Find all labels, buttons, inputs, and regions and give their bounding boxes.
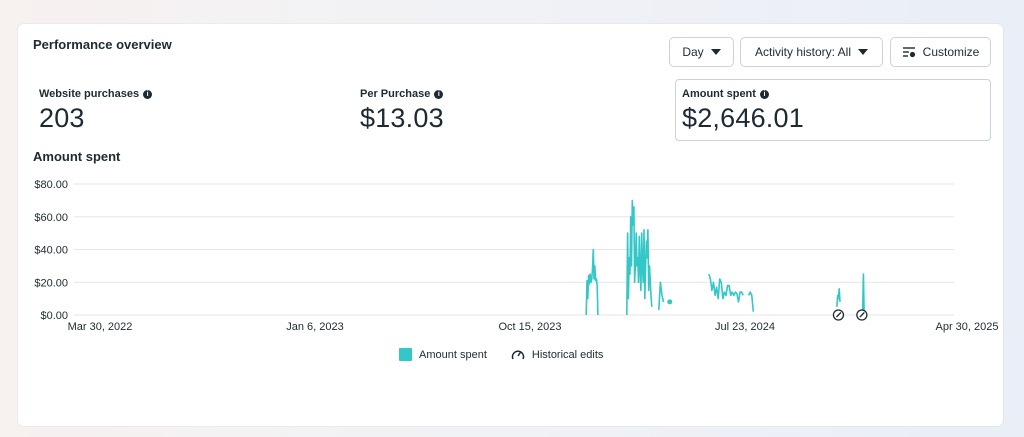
metric-value: 203 xyxy=(39,103,85,133)
x-tick-label: Jan 6, 2023 xyxy=(286,321,344,333)
series-line xyxy=(658,281,665,311)
performance-overview-card: Performance overview Day Activity histor… xyxy=(18,24,1003,426)
x-tick-label: Mar 30, 2022 xyxy=(68,321,133,333)
series-line xyxy=(836,288,841,307)
y-tick-label: $40.00 xyxy=(34,245,68,257)
data-point xyxy=(667,299,673,305)
y-tick-label: $60.00 xyxy=(34,212,68,224)
day-label: Day xyxy=(682,45,704,59)
y-tick-label: $80.00 xyxy=(34,179,68,191)
historical-edit-icon xyxy=(511,350,525,360)
legend-item-amount-spent[interactable]: Amount spent xyxy=(399,348,487,361)
caret-down-icon xyxy=(858,49,869,55)
chart-legend: Amount spent Historical edits xyxy=(399,348,603,361)
historical-edit-marker[interactable] xyxy=(856,309,868,321)
customize-button[interactable]: Customize xyxy=(890,37,991,67)
info-icon[interactable]: i xyxy=(143,89,153,99)
series-line xyxy=(585,248,599,316)
series-line xyxy=(626,199,653,316)
series-line xyxy=(861,273,865,316)
day-dropdown[interactable]: Day xyxy=(669,37,734,67)
series-line xyxy=(747,291,755,312)
x-tick-label: Jul 23, 2024 xyxy=(715,321,775,333)
legend-item-historical-edits[interactable]: Historical edits xyxy=(511,348,604,361)
info-icon[interactable]: i xyxy=(759,89,769,99)
activity-history-dropdown[interactable]: Activity history: All xyxy=(740,37,883,67)
metric-label: Website purchases xyxy=(39,88,140,100)
sliders-icon xyxy=(902,47,915,58)
page-title: Performance overview xyxy=(33,37,172,52)
customize-label: Customize xyxy=(922,45,980,59)
historical-edit-marker[interactable] xyxy=(832,309,845,321)
x-tick-label: Oct 15, 2023 xyxy=(499,321,562,333)
chart-title: Amount spent xyxy=(33,149,121,164)
metric-label: Per Purchase xyxy=(360,88,431,100)
activity-label: Activity history: All xyxy=(754,45,852,59)
y-tick-label: $20.00 xyxy=(34,277,68,289)
amount-spent-swatch xyxy=(399,348,412,361)
metric-website-purchases[interactable]: Website purchases i 203 xyxy=(39,88,153,134)
info-icon[interactable]: i xyxy=(434,89,444,99)
metric-value: $2,646.01 xyxy=(682,103,804,133)
x-tick-label: Apr 30, 2025 xyxy=(936,321,999,333)
series-line xyxy=(708,273,744,303)
y-tick-label: $0.00 xyxy=(40,310,68,322)
amount-spent-chart: $0.00 $20.00 $40.00 $60.00 $80.00 Mar 30, 202… xyxy=(34,179,999,333)
legend-label: Historical edits xyxy=(531,348,604,361)
caret-down-icon xyxy=(710,49,721,55)
metric-amount-spent[interactable]: Amount spent i $2,646.01 xyxy=(682,88,804,134)
metric-per-purchase[interactable]: Per Purchase i $13.03 xyxy=(360,88,444,134)
metric-amount-spent-selected[interactable] xyxy=(675,79,991,141)
metric-value: $13.03 xyxy=(360,103,444,133)
metric-label: Amount spent xyxy=(682,88,756,100)
legend-label: Amount spent xyxy=(419,348,487,361)
